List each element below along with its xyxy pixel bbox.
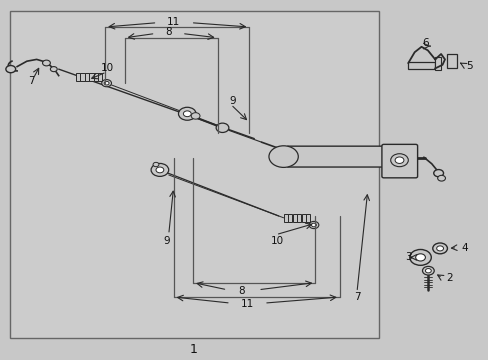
Circle shape [178,107,196,120]
Text: 1: 1 [189,343,197,356]
Circle shape [191,113,200,119]
Circle shape [153,162,159,167]
Text: 11: 11 [166,17,180,27]
Text: 10: 10 [101,63,114,73]
Bar [80,73,84,81]
Circle shape [390,154,407,167]
Circle shape [268,146,298,167]
Text: 10: 10 [271,236,284,246]
Bar [10,11,378,338]
Bar [287,214,292,222]
Circle shape [156,167,163,173]
Text: 9: 9 [228,96,235,106]
Text: 8: 8 [238,286,245,296]
Bar [84,73,89,81]
Text: 7: 7 [353,292,360,302]
Bar [434,57,440,70]
Text: 3: 3 [405,252,411,262]
Circle shape [422,266,433,275]
Circle shape [216,123,228,132]
FancyBboxPatch shape [286,146,385,167]
Bar [98,73,102,81]
Bar [296,214,301,222]
Bar [447,54,456,68]
Bar [301,214,305,222]
Text: 11: 11 [240,299,253,309]
FancyBboxPatch shape [381,144,417,178]
Circle shape [394,157,403,163]
Circle shape [436,246,443,251]
Text: 7: 7 [28,76,35,86]
Text: 6: 6 [421,38,428,48]
Bar [407,62,434,69]
Circle shape [432,243,447,254]
Text: 9: 9 [163,236,169,246]
Bar [76,73,80,81]
Text: 2: 2 [446,273,452,283]
Circle shape [6,66,16,73]
Circle shape [151,163,168,176]
Circle shape [311,223,316,227]
Bar [94,73,98,81]
Circle shape [437,175,445,181]
Circle shape [425,269,430,273]
Circle shape [183,111,191,117]
Circle shape [433,170,443,177]
Circle shape [102,80,111,87]
Text: 8: 8 [165,27,172,37]
Circle shape [104,81,109,85]
Text: 5: 5 [465,60,472,71]
Circle shape [42,60,50,66]
Text: 4: 4 [460,243,467,253]
Bar [283,214,287,222]
Circle shape [50,67,57,72]
Circle shape [409,249,430,265]
Bar [89,73,93,81]
Circle shape [308,221,318,229]
Bar [305,214,310,222]
Bar [292,214,296,222]
Circle shape [415,254,425,261]
